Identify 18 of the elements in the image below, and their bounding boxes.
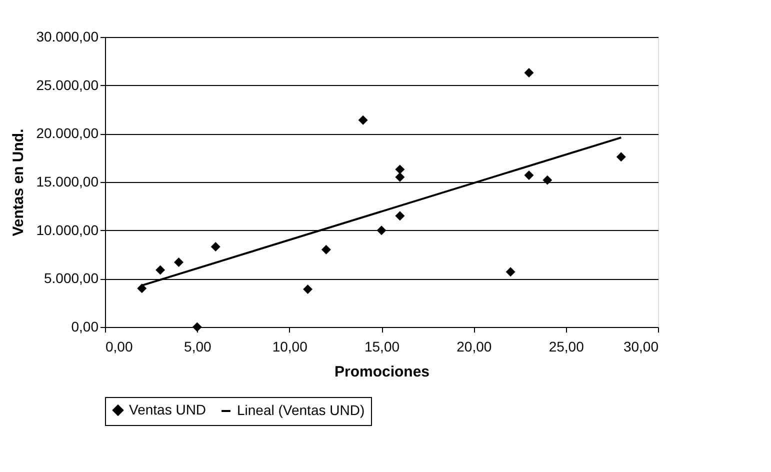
- y-tick-label: 20.000,00: [36, 125, 99, 142]
- x-axis-title: Promociones: [334, 364, 430, 380]
- y-tick-label: 10.000,00: [36, 222, 99, 238]
- x-tick-label: 30,00: [623, 338, 659, 354]
- x-tick-label: 15,00: [364, 338, 400, 354]
- legend-label: Ventas UND: [129, 401, 206, 418]
- y-tick-label: 15.000,00: [36, 174, 99, 190]
- legend-label: Lineal (Ventas UND): [237, 402, 365, 418]
- x-tick-label: 0,00: [106, 338, 133, 354]
- x-tick-label: 5,00: [184, 338, 212, 354]
- y-tick-label: 25.000,00: [36, 76, 99, 93]
- y-tick-label: 5.000,00: [44, 270, 99, 286]
- x-tick-label: 25,00: [548, 338, 584, 354]
- y-tick-label: 0,00: [71, 318, 99, 334]
- y-tick-label: 30.000,00: [36, 28, 99, 44]
- x-tick-label: 10,00: [272, 338, 308, 354]
- y-axis-title: Ventas en Und.: [10, 128, 28, 236]
- x-tick-label: 20,00: [456, 338, 492, 354]
